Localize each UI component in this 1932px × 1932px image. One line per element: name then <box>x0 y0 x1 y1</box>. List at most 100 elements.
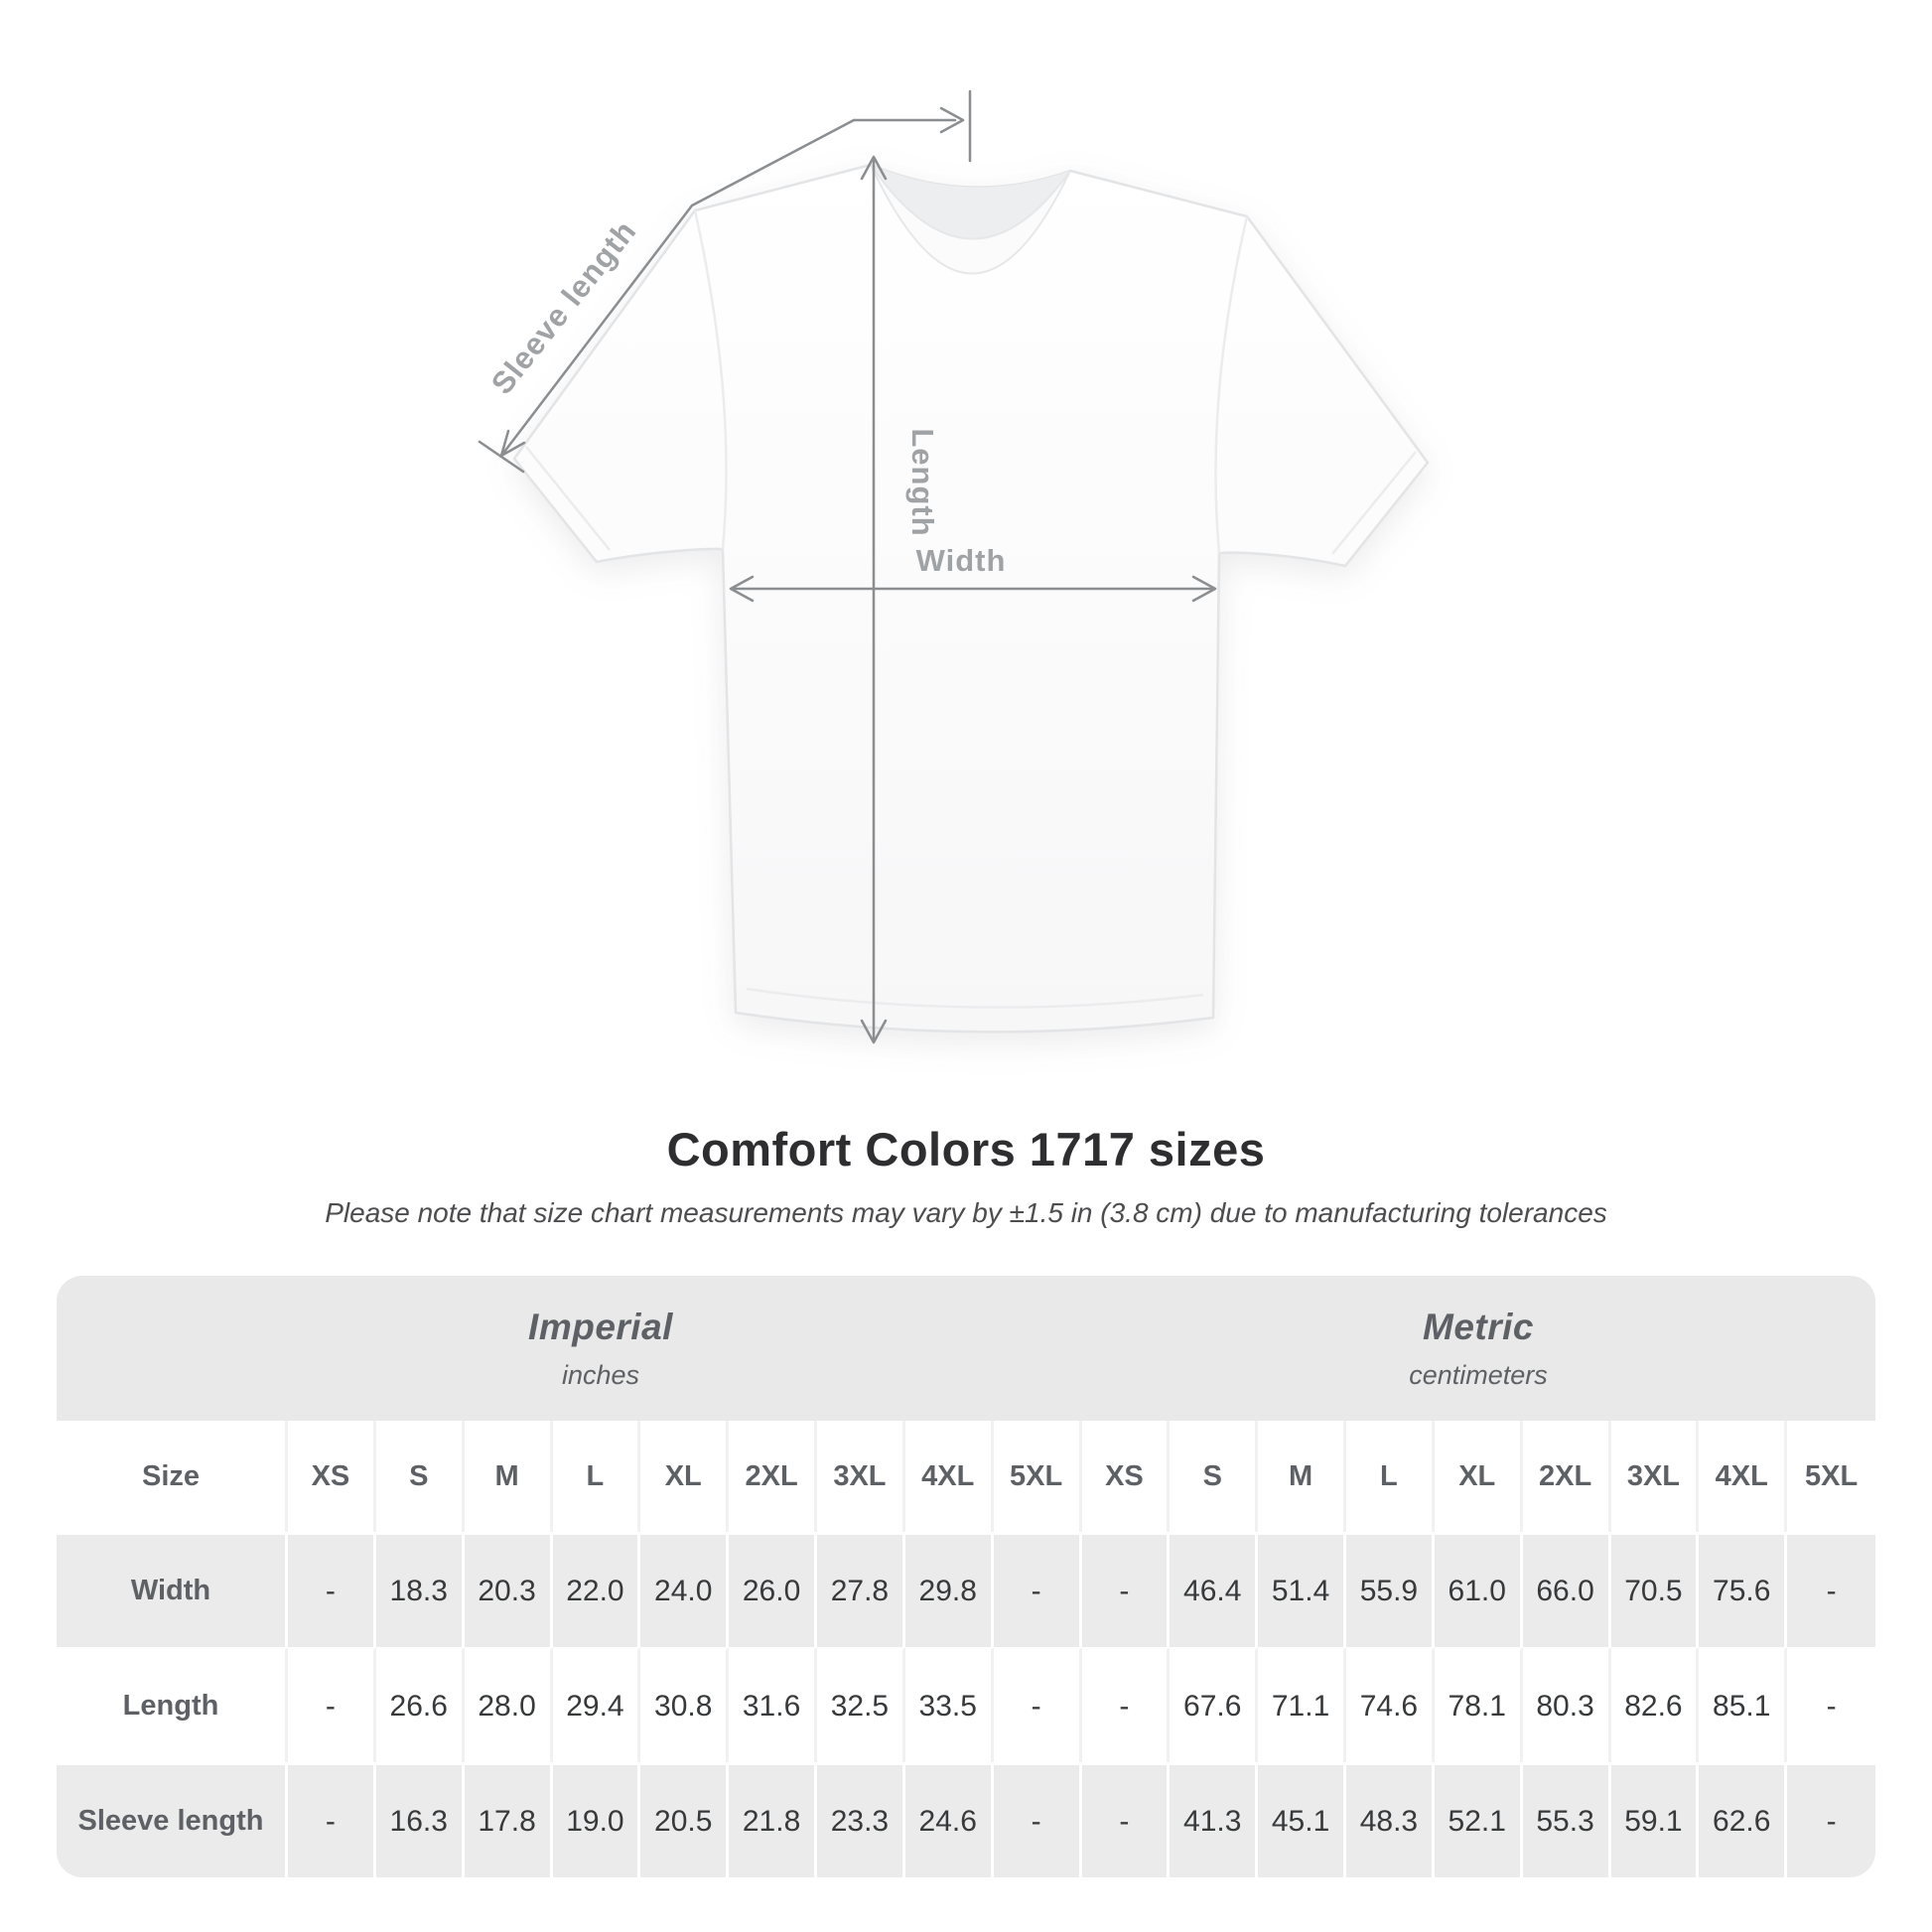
cell-width-metric-3xl: 70.5 <box>1610 1532 1700 1647</box>
size-header-imperial-s: S <box>375 1421 465 1532</box>
cell-sleeve-length-metric-s: 41.3 <box>1170 1762 1259 1877</box>
cell-sleeve-length-imperial-4xl: 24.6 <box>904 1762 994 1877</box>
cell-width-metric-xl: 61.0 <box>1434 1532 1523 1647</box>
size-grid: Size XS S M L XL 2XL 3XL 4XL 5XL XS S M L XL 2XL 3XL 4XL 5… <box>57 1421 1875 1877</box>
size-header-metric-xs: XS <box>1081 1421 1171 1532</box>
hem-stitch <box>746 987 1204 1009</box>
cell-width-imperial-5xl: - <box>993 1532 1082 1647</box>
cell-sleeve-length-imperial-m: 17.8 <box>464 1762 553 1877</box>
cell-length-metric-l: 74.6 <box>1346 1647 1435 1762</box>
cell-length-imperial-2xl: 31.6 <box>729 1647 817 1762</box>
imperial-group-name: Imperial <box>528 1306 673 1347</box>
size-header-imperial-2xl: 2XL <box>729 1421 817 1532</box>
cell-length-metric-5xl: - <box>1787 1647 1875 1762</box>
length-measure: Length <box>860 155 940 1044</box>
cell-length-imperial-5xl: - <box>993 1647 1082 1762</box>
cell-sleeve-length-imperial-s: 16.3 <box>375 1762 465 1877</box>
imperial-group-unit: inches <box>561 1359 640 1390</box>
cell-sleeve-length-imperial-xs: - <box>288 1762 376 1877</box>
cell-length-imperial-3xl: 32.5 <box>817 1647 905 1762</box>
cell-sleeve-length-metric-xl: 52.1 <box>1434 1762 1523 1877</box>
cell-sleeve-length-imperial-l: 19.0 <box>552 1762 641 1877</box>
cell-length-metric-xl: 78.1 <box>1434 1647 1523 1762</box>
width-measure: Width <box>729 543 1217 603</box>
right-cuff-stitch <box>1331 451 1417 555</box>
row-label-sleeve-length: Sleeve length <box>57 1762 288 1877</box>
cell-width-imperial-s: 18.3 <box>375 1532 465 1647</box>
metric-group-header: Metric centimeters <box>1081 1276 1875 1421</box>
size-header-metric-m: M <box>1258 1421 1346 1532</box>
tshirt-measurement-diagram: Sleeve length Length Width <box>478 89 1430 1044</box>
cell-width-imperial-2xl: 26.0 <box>729 1532 817 1647</box>
cell-width-metric-m: 51.4 <box>1258 1532 1346 1647</box>
cell-width-imperial-xs: - <box>288 1532 376 1647</box>
left-cuff-stitch <box>525 446 611 551</box>
left-sleeve-seam <box>693 209 728 550</box>
page-title: Comfort Colors 1717 sizes <box>666 1123 1266 1175</box>
cell-length-metric-4xl: 85.1 <box>1699 1647 1788 1762</box>
length-label: Length <box>905 428 940 536</box>
size-header-imperial-m: M <box>464 1421 553 1532</box>
row-label-length: Length <box>57 1647 288 1762</box>
cell-width-metric-2xl: 66.0 <box>1522 1532 1611 1647</box>
cell-width-metric-s: 46.4 <box>1170 1532 1259 1647</box>
cell-sleeve-length-imperial-3xl: 23.3 <box>817 1762 905 1877</box>
size-header-imperial-5xl: 5XL <box>993 1421 1082 1532</box>
cell-length-imperial-m: 28.0 <box>464 1647 553 1762</box>
cell-width-metric-5xl: - <box>1787 1532 1875 1647</box>
cell-length-metric-2xl: 80.3 <box>1522 1647 1611 1762</box>
cell-width-imperial-m: 20.3 <box>464 1532 553 1647</box>
size-column-header: Size <box>57 1421 288 1532</box>
cell-width-metric-4xl: 75.6 <box>1699 1532 1788 1647</box>
cell-sleeve-length-metric-3xl: 59.1 <box>1610 1762 1700 1877</box>
cell-sleeve-length-imperial-2xl: 21.8 <box>729 1762 817 1877</box>
cell-length-metric-m: 71.1 <box>1258 1647 1346 1762</box>
cell-sleeve-length-metric-4xl: 62.6 <box>1699 1762 1788 1877</box>
size-header-imperial-4xl: 4XL <box>904 1421 994 1532</box>
cell-length-imperial-xl: 30.8 <box>640 1647 730 1762</box>
cell-sleeve-length-imperial-xl: 20.5 <box>640 1762 730 1877</box>
size-chart-table: Imperial inches Metric centimeters Size X… <box>57 1276 1875 1877</box>
cell-width-metric-l: 55.9 <box>1346 1532 1435 1647</box>
size-header-metric-3xl: 3XL <box>1610 1421 1700 1532</box>
size-header-imperial-l: L <box>552 1421 641 1532</box>
size-header-imperial-3xl: 3XL <box>817 1421 905 1532</box>
size-header-metric-5xl: 5XL <box>1787 1421 1875 1532</box>
cell-sleeve-length-metric-xs: - <box>1081 1762 1171 1877</box>
cell-width-imperial-xl: 24.0 <box>640 1532 730 1647</box>
metric-group-unit: centimeters <box>1409 1359 1548 1390</box>
size-header-imperial-xl: XL <box>640 1421 730 1532</box>
size-header-metric-4xl: 4XL <box>1699 1421 1788 1532</box>
cell-length-imperial-4xl: 33.5 <box>904 1647 994 1762</box>
cell-length-metric-s: 67.6 <box>1170 1647 1259 1762</box>
size-header-imperial-xs: XS <box>288 1421 376 1532</box>
size-header-metric-l: L <box>1346 1421 1435 1532</box>
cell-length-metric-3xl: 82.6 <box>1610 1647 1700 1762</box>
tshirt-illustration <box>512 163 1430 1034</box>
cell-sleeve-length-metric-l: 48.3 <box>1346 1762 1435 1877</box>
metric-group-name: Metric <box>1423 1306 1534 1347</box>
collar-ribbing <box>870 164 1071 275</box>
cell-length-imperial-xs: - <box>288 1647 376 1762</box>
cell-sleeve-length-metric-2xl: 55.3 <box>1522 1762 1611 1877</box>
cell-sleeve-length-metric-m: 45.1 <box>1258 1762 1346 1877</box>
row-label-width: Width <box>57 1532 288 1647</box>
unit-group-band: Imperial inches Metric centimeters <box>57 1276 1875 1421</box>
right-sleeve-seam <box>1214 215 1249 554</box>
width-label: Width <box>916 543 1007 578</box>
cell-width-imperial-3xl: 27.8 <box>817 1532 905 1647</box>
cell-width-imperial-4xl: 29.8 <box>904 1532 994 1647</box>
cell-sleeve-length-imperial-5xl: - <box>993 1762 1082 1877</box>
cell-length-metric-xs: - <box>1081 1647 1171 1762</box>
imperial-group-header: Imperial inches <box>57 1276 1081 1421</box>
collar-inner-shadow <box>871 165 1070 239</box>
cell-width-imperial-l: 22.0 <box>552 1532 641 1647</box>
size-header-metric-2xl: 2XL <box>1522 1421 1611 1532</box>
cell-length-imperial-s: 26.6 <box>375 1647 465 1762</box>
cell-length-imperial-l: 29.4 <box>552 1647 641 1762</box>
tshirt-body <box>512 163 1430 1034</box>
cell-width-metric-xs: - <box>1081 1532 1171 1647</box>
size-header-metric-xl: XL <box>1434 1421 1523 1532</box>
cell-sleeve-length-metric-5xl: - <box>1787 1762 1875 1877</box>
page-subtitle: Please note that size chart measurements… <box>325 1197 1607 1228</box>
